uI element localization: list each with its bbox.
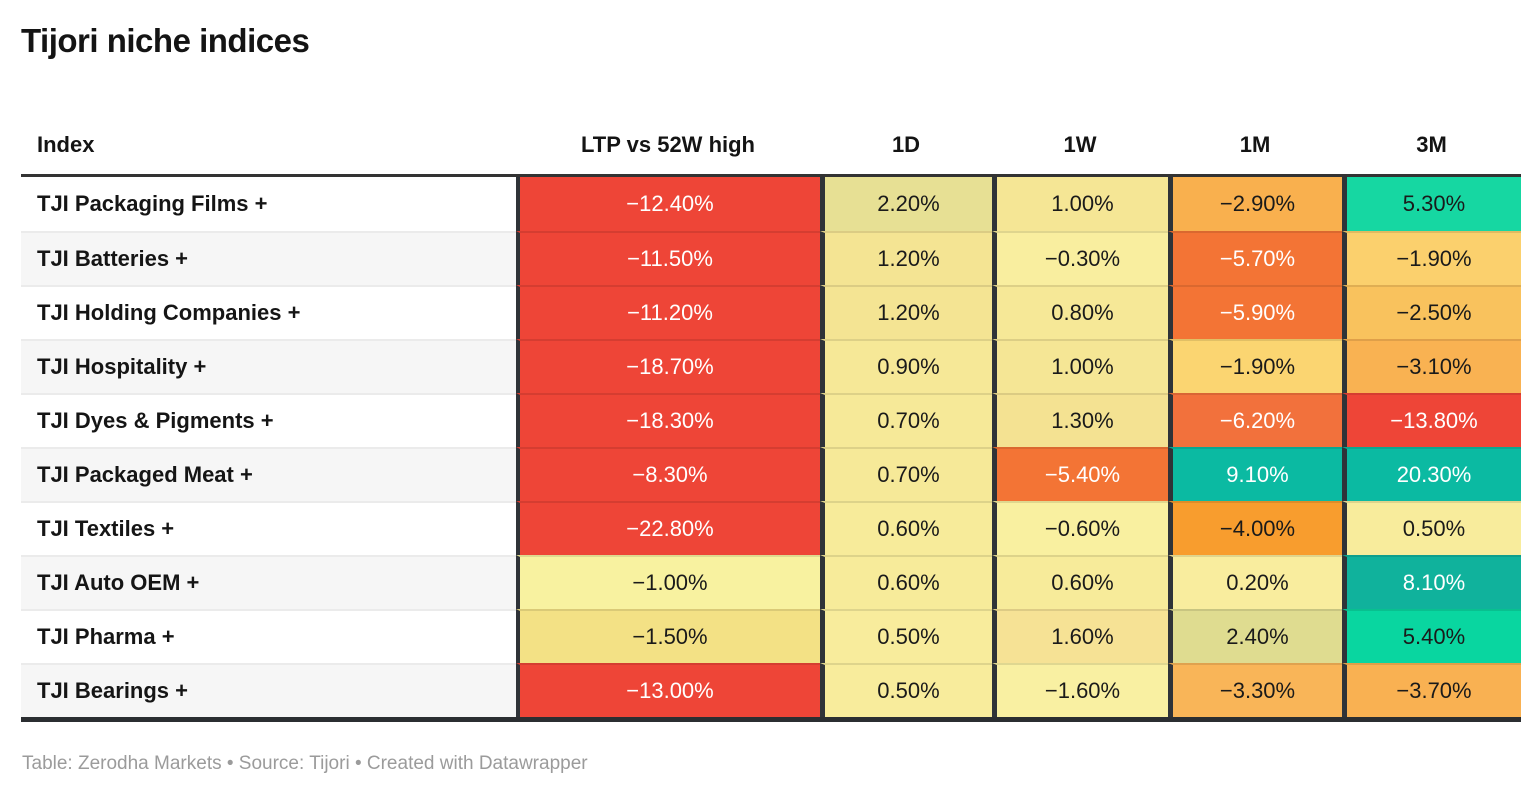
index-cell[interactable]: TJI Auto OEM + [21,554,516,609]
value-cell-m1: −5.90% [1168,284,1342,339]
value-cell-w1: −5.40% [992,446,1168,501]
value-cell-d1: 0.50% [820,662,992,717]
value-cell-m1: 2.40% [1168,608,1342,663]
value-cell-m1: −6.20% [1168,392,1342,447]
value-cell-d1: 0.70% [820,392,992,447]
value-cell-d1: 0.90% [820,338,992,393]
value-cell-m3: −2.50% [1342,284,1521,339]
value-cell-ltp: −1.50% [516,608,820,663]
value-cell-w1: 1.60% [992,608,1168,663]
value-cell-d1: 0.70% [820,446,992,501]
table-row: TJI Batteries + −11.50% 1.20% −0.30% −5.70% −… [21,230,1521,285]
table-row: TJI Packaging Films + −12.40% 2.20% 1.00% −2… [21,176,1521,231]
value-cell-w1: −1.60% [992,662,1168,717]
value-cell-m1: −4.00% [1168,500,1342,555]
value-cell-w1: 0.60% [992,554,1168,609]
value-cell-m1: −1.90% [1168,338,1342,393]
value-cell-ltp: −1.00% [516,554,820,609]
table-row: TJI Hospitality + −18.70% 0.90% 1.00% −1.90%… [21,338,1521,393]
value-cell-m3: 5.30% [1342,176,1521,231]
value-cell-m3: 8.10% [1342,554,1521,609]
column-header-index: Index [37,131,95,157]
table-row: TJI Pharma + −1.50% 0.50% 1.60% 2.40% 5.40% [21,608,1521,663]
value-cell-w1: 0.80% [992,284,1168,339]
value-cell-m1: 0.20% [1168,554,1342,609]
value-cell-w1: −0.30% [992,230,1168,285]
value-cell-m3: −3.10% [1342,338,1521,393]
table-row: TJI Textiles + −22.80% 0.60% −0.60% −4.00% 0.… [21,500,1521,555]
value-cell-m3: −1.90% [1342,230,1521,285]
table-bottom-rule [21,716,1521,722]
table-row: TJI Holding Companies + −11.20% 1.20% 0.80%… [21,284,1521,339]
column-header-1m: 1M [1239,131,1271,157]
page-title: Tijori niche indices [21,22,310,59]
value-cell-w1: 1.30% [992,392,1168,447]
index-cell[interactable]: TJI Packaging Films + [21,176,516,231]
table-body: TJI Packaging Films + −12.40% 2.20% 1.00% −2… [21,176,1521,717]
table-row: TJI Dyes & Pigments + −18.30% 0.70% 1.30% −6… [21,392,1521,447]
index-cell[interactable]: TJI Bearings + [21,662,516,717]
index-cell[interactable]: TJI Batteries + [21,230,516,285]
value-cell-w1: 1.00% [992,338,1168,393]
value-cell-m1: −2.90% [1168,176,1342,231]
index-cell[interactable]: TJI Textiles + [21,500,516,555]
value-cell-m3: 0.50% [1342,500,1521,555]
value-cell-ltp: −11.50% [516,230,820,285]
value-cell-d1: 1.20% [820,230,992,285]
table-header-row: Index LTP vs 52W high 1D 1W 1M 3M [21,60,1521,177]
value-cell-m3: 5.40% [1342,608,1521,663]
index-cell[interactable]: TJI Pharma + [21,608,516,663]
value-cell-ltp: −11.20% [516,284,820,339]
value-cell-w1: 1.00% [992,176,1168,231]
value-cell-m3: −3.70% [1342,662,1521,717]
index-cell[interactable]: TJI Packaged Meat + [21,446,516,501]
value-cell-m1: −5.70% [1168,230,1342,285]
value-cell-d1: 2.20% [820,176,992,231]
column-header-ltp-vs-52w-high: LTP vs 52W high [581,131,755,157]
value-cell-d1: 1.20% [820,284,992,339]
value-cell-m1: −3.30% [1168,662,1342,717]
index-cell[interactable]: TJI Holding Companies + [21,284,516,339]
value-cell-w1: −0.60% [992,500,1168,555]
value-cell-m3: −13.80% [1342,392,1521,447]
value-cell-d1: 0.60% [820,500,992,555]
index-cell[interactable]: TJI Dyes & Pigments + [21,392,516,447]
column-header-1w: 1W [1063,131,1097,157]
value-cell-ltp: −18.30% [516,392,820,447]
value-cell-m3: 20.30% [1342,446,1521,501]
value-cell-ltp: −18.70% [516,338,820,393]
column-header-3m: 3M [1416,131,1447,157]
table-row: TJI Auto OEM + −1.00% 0.60% 0.60% 0.20% 8.10% [21,554,1521,609]
value-cell-d1: 0.60% [820,554,992,609]
attribution-footer: Table: Zerodha Markets • Source: Tijori … [22,752,588,774]
value-cell-m1: 9.10% [1168,446,1342,501]
column-header-1d: 1D [891,131,921,157]
value-cell-d1: 0.50% [820,608,992,663]
indices-table: Index LTP vs 52W high 1D 1W 1M 3M TJI Pa… [21,60,1521,722]
value-cell-ltp: −22.80% [516,500,820,555]
value-cell-ltp: −8.30% [516,446,820,501]
table-row: TJI Bearings + −13.00% 0.50% −1.60% −3.30% −3… [21,662,1521,717]
index-cell[interactable]: TJI Hospitality + [21,338,516,393]
value-cell-ltp: −12.40% [516,176,820,231]
table-row: TJI Packaged Meat + −8.30% 0.70% −5.40% 9.10… [21,446,1521,501]
value-cell-ltp: −13.00% [516,662,820,717]
